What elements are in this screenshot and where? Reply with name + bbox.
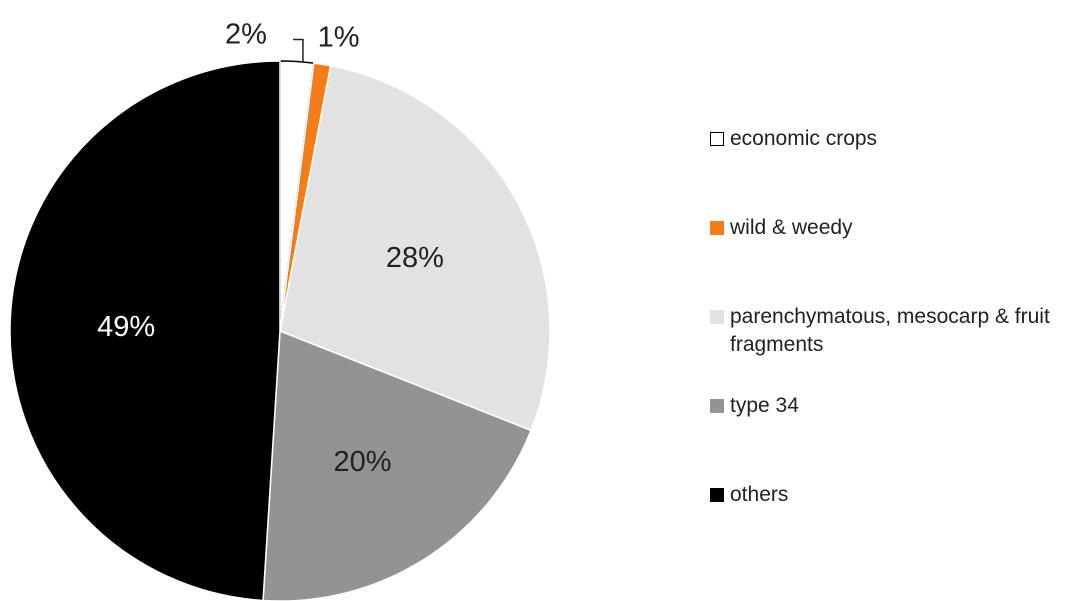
legend-swatch-others — [710, 488, 724, 502]
legend-item-type-34: type 34 — [710, 392, 799, 420]
legend-item-parenchymatous-mesocarp-and-fruit-fragments: parenchymatous, mesocarp & fruit fragmen… — [710, 303, 1080, 359]
legend-label-parenchymatous-mesocarp-and-fruit-fragments: parenchymatous, mesocarp & fruit fragmen… — [730, 305, 1050, 356]
pie-slice-type-34 — [262, 329, 533, 601]
leader-line-economic-crops — [292, 38, 304, 62]
legend-item-economic-crops: economic crops — [710, 125, 877, 153]
legend-label-economic-crops: economic crops — [730, 127, 878, 150]
slice-label-others: 49% — [97, 311, 155, 343]
pie-labels: 2% 1% 28% 20% 49% — [97, 19, 444, 478]
pie-slice-parenchymatous-mesocarp-and-fruit-fragments — [279, 64, 551, 432]
legend-item-wild-and-weedy: wild & weedy — [710, 214, 853, 242]
slice-label-wild-and-weedy: 1% — [318, 22, 360, 54]
legend-swatch-wild-and-weedy — [710, 221, 724, 235]
legend-swatch-type-34 — [710, 399, 724, 413]
slice-label-economic-crops: 2% — [225, 19, 267, 51]
legend-label-wild-and-weedy: wild & weedy — [730, 216, 853, 239]
legend-swatch-parenchymatous-mesocarp-and-fruit-fragments — [710, 310, 724, 324]
legend-item-others: others — [710, 481, 788, 509]
legend-label-type-34: type 34 — [730, 394, 799, 417]
legend-swatch-economic-crops — [710, 132, 724, 146]
pie-slices — [9, 60, 551, 601]
slice-label-type-34: 20% — [333, 446, 391, 478]
pie-slice-others — [9, 60, 281, 601]
legend-label-others: others — [730, 483, 789, 506]
slice-label-parenchymatous-mesocarp-and-fruit-fragments: 28% — [386, 242, 444, 274]
